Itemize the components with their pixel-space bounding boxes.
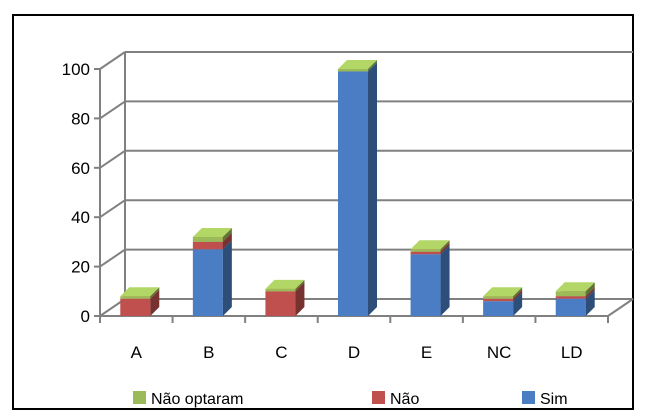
bar-front-Não-A	[120, 298, 151, 316]
y-tick-label-40: 40	[71, 208, 90, 227]
bar-side-Não optaram-D	[368, 60, 377, 72]
bar-side-Não-C	[295, 282, 305, 316]
bar-side-Não-E	[440, 242, 450, 255]
x-tick-label-E: E	[421, 343, 432, 362]
bar-side-Sim-D	[368, 62, 377, 316]
legend-label-Não optaram: Não optaram	[151, 391, 244, 408]
bar-front-Não optaram-LD	[555, 291, 586, 297]
legend-swatch-Sim	[522, 391, 535, 404]
bar-front-Sim-E	[410, 254, 441, 316]
bar-side-Não-B	[222, 232, 232, 250]
legend-label-Sim: Sim	[540, 391, 568, 408]
bar-front-Não optaram-D	[338, 69, 368, 72]
bar-front-Não optaram-A	[120, 296, 151, 299]
bar-front-Não optaram-NC	[483, 296, 514, 299]
x-tick-label-B: B	[203, 343, 214, 362]
bar-side-Não-A	[150, 289, 160, 316]
bar-side-Não optaram-NC	[513, 287, 523, 299]
x-tick-label-A: A	[131, 343, 143, 362]
bar-side-Sim-E	[440, 245, 450, 316]
bar-front-Não-LD	[555, 296, 586, 299]
bar-side-Não-LD	[585, 287, 595, 299]
bar-front-Sim-D	[338, 71, 368, 316]
bar-side-Sim-LD	[585, 289, 595, 316]
x-tick-label-LD: LD	[561, 343, 583, 362]
bar-side-Não optaram-E	[440, 240, 450, 252]
bar-front-Sim-LD	[555, 298, 586, 316]
gridline-side-80	[99, 100, 126, 120]
bar-side-Não optaram-C	[295, 279, 305, 292]
bar-front-Não-B	[192, 241, 223, 250]
bar-front-Não-E	[410, 251, 441, 255]
bar-front-Sim-NC	[483, 301, 514, 316]
bar-front-Não optaram-B	[192, 236, 223, 242]
bar-top-Não optaram-A	[120, 287, 160, 297]
bar-side-Não optaram-B	[222, 227, 232, 242]
bar-side-Não-NC	[513, 289, 523, 302]
bar-front-Não optaram-E	[410, 249, 441, 252]
bar-top-Não optaram-LD	[555, 282, 595, 292]
bar-top-Não optaram-E	[410, 240, 450, 250]
bar-front-Não optaram-C	[265, 288, 296, 292]
gridline-side-40	[99, 199, 126, 219]
bar-side-Não optaram-A	[150, 287, 160, 299]
legend-label-Não: Não	[390, 391, 419, 408]
legend-swatch-Não	[372, 391, 385, 404]
bar-top-Não optaram-D	[338, 60, 377, 69]
y-tick-label-60: 60	[71, 159, 90, 178]
gridline-side-100	[99, 51, 126, 70]
bar-top-Não optaram-B	[192, 227, 232, 237]
bar-top-Não optaram-C	[265, 279, 305, 289]
bar-side-Sim-B	[222, 240, 232, 316]
bar-side-Sim-NC	[513, 292, 523, 316]
x-tick-label-NC: NC	[487, 343, 512, 362]
bar-side-Não optaram-LD	[585, 282, 595, 297]
gridline-side-20	[99, 248, 126, 268]
y-tick-label-100: 100	[62, 60, 90, 79]
y-tick-label-0: 0	[81, 307, 90, 326]
chart-frame	[12, 14, 634, 410]
bar-front-Sim-B	[192, 249, 223, 316]
floor-right-edge	[607, 298, 634, 317]
bar-top-Não optaram-NC	[483, 287, 523, 297]
bar-front-Não-C	[265, 291, 296, 316]
x-tick-label-D: D	[348, 343, 360, 362]
y-tick-label-20: 20	[71, 258, 90, 277]
bar-front-Não-NC	[483, 298, 514, 302]
x-tick-label-C: C	[275, 343, 287, 362]
gridline-side-60	[99, 149, 126, 169]
legend-swatch-Não optaram	[133, 391, 146, 404]
y-tick-label-80: 80	[71, 109, 90, 128]
